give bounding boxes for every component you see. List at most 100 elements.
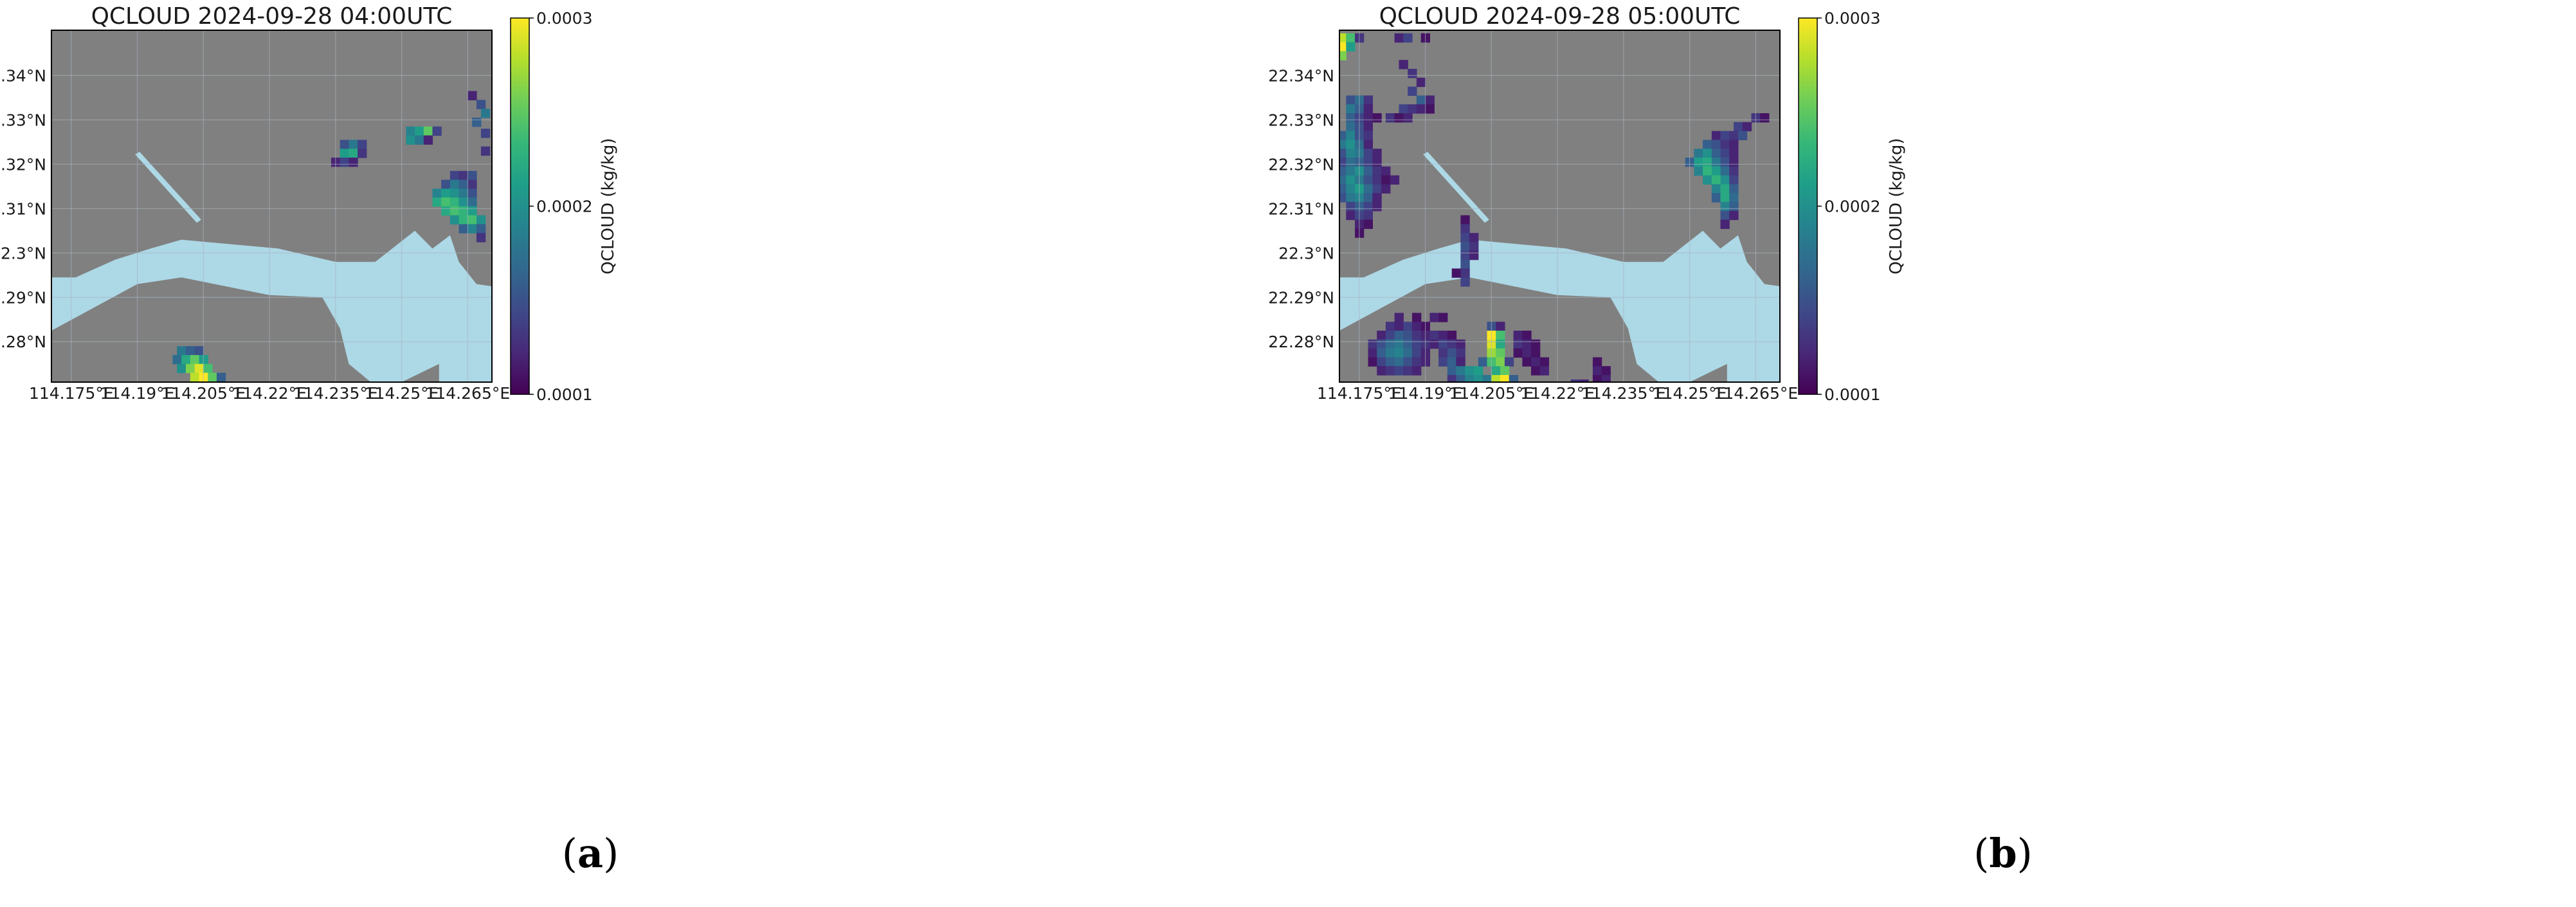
plot-frame	[1339, 30, 1781, 383]
qcloud-cell	[1346, 149, 1356, 158]
qcloud-cell	[1451, 268, 1461, 278]
x-tick-label: 114.235°E	[1581, 384, 1666, 403]
qcloud-cell	[1363, 175, 1373, 185]
y-tick-label: 22.29°N	[0, 288, 46, 307]
qcloud-cell	[467, 170, 477, 181]
qcloud-cell	[1539, 366, 1549, 376]
qcloud-cell	[1403, 366, 1413, 376]
qcloud-cell	[1412, 357, 1422, 367]
qcloud-cell	[1399, 60, 1408, 69]
qcloud-cell	[1711, 193, 1721, 203]
qcloud-cell	[1363, 193, 1373, 203]
qcloud-cell	[1346, 131, 1356, 140]
qcloud-cell	[1363, 184, 1373, 194]
qcloud-cell	[194, 363, 204, 374]
colorbar	[1798, 17, 1818, 395]
qcloud-cell	[1394, 313, 1404, 322]
qcloud-cell	[1579, 379, 1589, 382]
qcloud-cell	[1377, 366, 1386, 376]
qcloud-cell	[467, 224, 477, 234]
qcloud-cell	[1694, 158, 1703, 167]
qcloud-cell	[1412, 313, 1422, 322]
qcloud-cell	[1385, 348, 1395, 358]
qcloud-cell	[1703, 140, 1712, 149]
qcloud-cell	[449, 188, 460, 198]
qcloud-cell	[1394, 348, 1404, 358]
qcloud-cell	[1438, 313, 1448, 322]
qcloud-cell	[1513, 331, 1523, 340]
qcloud-cell	[1381, 166, 1391, 176]
qcloud-cell	[1363, 201, 1373, 212]
qcloud-cell	[1385, 113, 1395, 123]
qcloud-cell	[1363, 219, 1373, 229]
qcloud-cell	[1703, 149, 1712, 158]
qcloud-cell	[1363, 131, 1373, 140]
qcloud-cell	[1491, 375, 1501, 382]
qcloud-cell	[458, 206, 468, 216]
qcloud-cell	[458, 197, 468, 207]
qcloud-cell	[1403, 348, 1413, 358]
qcloud-cell	[185, 346, 195, 356]
qcloud-cell	[449, 179, 460, 189]
qcloud-cell	[1381, 175, 1391, 185]
qcloud-cell	[1377, 357, 1386, 367]
qcloud-cell	[1363, 104, 1373, 114]
qcloud-cell	[1491, 366, 1501, 376]
qcloud-cell	[1394, 331, 1404, 340]
qcloud-cell	[1390, 175, 1400, 185]
qcloud-cell	[208, 372, 217, 382]
qcloud-cell	[1412, 339, 1422, 349]
qcloud-cell	[1460, 259, 1470, 269]
qcloud-cell	[1368, 357, 1377, 367]
qcloud-cell	[1531, 339, 1541, 349]
qcloud-cell	[458, 170, 468, 181]
qcloud-cell	[467, 91, 477, 100]
y-tick-label: 22.34°N	[1268, 66, 1334, 85]
qcloud-cell	[1394, 339, 1404, 349]
qcloud-cell	[1363, 113, 1373, 123]
qcloud-cell	[1570, 379, 1580, 382]
qcloud-cell	[1531, 357, 1541, 367]
qcloud-cell	[423, 135, 433, 145]
qcloud-cell	[1412, 366, 1422, 376]
qcloud-cell	[1522, 339, 1532, 349]
qcloud-cell	[1592, 357, 1602, 367]
x-tick-label: 114.175°E	[29, 384, 114, 403]
qcloud-cell	[1394, 33, 1404, 43]
qcloud-cell	[1729, 158, 1739, 167]
x-tick-label: 114.265°E	[1713, 384, 1798, 403]
qcloud-cell	[1372, 175, 1382, 185]
y-tick-label: 22.28°N	[1268, 333, 1334, 351]
qcloud-cell	[1368, 339, 1377, 349]
qcloud-cell	[1339, 140, 1347, 149]
map-chart-b: QCLOUD 2024-09-28 05:00UTC 114.175°E114.1…	[1268, 3, 1906, 404]
qcloud-cell	[1465, 375, 1474, 382]
x-tick-label: 114.205°E	[1449, 384, 1534, 403]
colorbar-tick-label: 0.0001	[536, 385, 592, 404]
qcloud-cell	[190, 372, 200, 382]
qcloud-cell	[1729, 193, 1739, 203]
qcloud-cell	[1469, 233, 1479, 243]
qcloud-cell	[1729, 131, 1739, 140]
qcloud-cell	[1394, 113, 1404, 123]
qcloud-cell	[432, 188, 442, 198]
qcloud-cell	[1429, 313, 1439, 322]
qcloud-cell	[1403, 33, 1413, 43]
qcloud-cell	[1711, 184, 1721, 194]
qcloud-cell	[194, 346, 204, 356]
qcloud-cell	[1385, 357, 1395, 367]
qcloud-cell	[1456, 375, 1465, 382]
qcloud-cell	[1385, 322, 1395, 331]
qcloud-cell	[1394, 366, 1404, 376]
qcloud-cell	[1460, 224, 1470, 234]
qcloud-cell	[1346, 193, 1356, 203]
qcloud-cell	[1469, 250, 1479, 261]
qcloud-cell	[1346, 175, 1356, 185]
qcloud-cell	[1703, 166, 1712, 176]
qcloud-cell	[458, 224, 468, 234]
qcloud-cell	[1720, 193, 1730, 203]
qcloud-cell	[1403, 339, 1413, 349]
qcloud-cell	[349, 149, 358, 158]
qcloud-cell	[1363, 95, 1373, 105]
qcloud-cell	[1478, 357, 1488, 367]
